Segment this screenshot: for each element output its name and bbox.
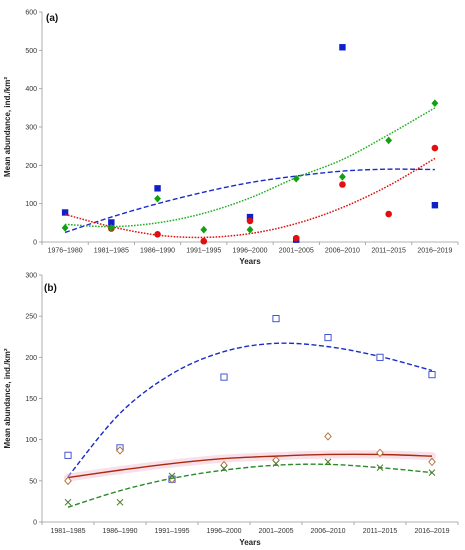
y-tick-label: 100 [25,201,37,208]
chart-panel-a: 0 100 200 300 400 500 600 1976–1980 1981–1985 198… [3,10,459,266]
data-point [431,99,439,108]
data-point [246,213,254,221]
data-point [292,174,300,183]
x-tick-label: 1976–1980 [48,248,83,255]
series-0 [61,44,439,243]
y-tick-label: 300 [25,125,37,132]
data-point [154,194,161,203]
y-tick-label: 100 [25,437,37,444]
data-point [64,476,72,486]
data-point [246,217,254,225]
data-point [220,465,228,472]
trend-line [64,157,436,239]
data-point [324,432,332,441]
data-point [428,371,436,379]
data-point [168,472,176,480]
data-point [200,237,208,245]
x-tick-label: 2006–2010 [310,528,345,535]
y-tick-label: 250 [25,314,37,321]
data-point [376,353,384,361]
trend-line [67,342,433,478]
x-tick-label: 1991–1995 [186,248,221,255]
data-point [428,457,436,467]
data-point [431,144,439,152]
y-tick-label: 500 [25,48,37,55]
x-tick-label: 2016–2019 [417,248,452,255]
series-2 [61,99,439,234]
y-tick-label: 0 [33,520,37,527]
data-point [385,136,393,145]
x-tick-label: 1986–1990 [102,528,137,535]
data-point [324,334,332,342]
data-point [220,373,228,381]
data-point [376,464,384,472]
data-point [428,469,436,476]
data-point [272,460,280,467]
data-point [292,234,300,242]
x-tick-label: 2011–2015 [371,248,406,255]
y-tick-label: 200 [25,163,37,170]
data-point [61,209,69,216]
x-tick-label: 2006–2010 [325,248,360,255]
data-point [154,185,161,192]
y-tick-label: 600 [25,10,37,17]
data-point [339,181,346,188]
data-point [64,498,72,506]
data-point [107,224,115,232]
data-point [272,315,280,323]
x-tick-label: 1981–1985 [50,528,85,535]
data-point [108,219,115,226]
data-point [339,173,346,181]
chart-panel-b: 0 50 100 150 200 250 300 1981–1985 1986–1990 1991… [3,273,459,547]
data-point [64,451,72,459]
trend-line [65,107,436,228]
x-tick-label: 2016–2019 [414,528,449,535]
x-axis-title: Years [239,538,261,547]
data-point [61,224,69,232]
y-tick-label: 0 [33,240,37,247]
x-tick-label: 1996–2000 [206,528,241,535]
data-point [385,210,392,218]
x-tick-label: 1991–1995 [154,528,189,535]
data-point [324,458,332,466]
data-point [116,498,124,506]
data-point [376,448,384,458]
x-tick-label: 1996–2000 [232,248,267,255]
series-2 [64,458,436,508]
panel-label: (b) [44,283,57,294]
data-point [339,44,346,51]
x-axis-title: Years [239,257,261,266]
panel-label: (a) [46,13,58,24]
trend-line [67,453,433,479]
y-tick-label: 150 [25,396,37,403]
y-tick-label: 400 [25,86,37,93]
data-point [200,225,208,234]
data-point [246,225,254,234]
data-point [116,446,124,455]
y-tick-label: 200 [25,355,37,362]
data-point [431,202,439,209]
x-tick-label: 1986–1990 [140,248,175,255]
x-tick-label: 1981–1985 [94,248,129,255]
y-tick-label: 50 [29,478,37,485]
y-axis-title: Mean abundance, ind./km² [3,77,12,177]
x-tick-label: 2011–2015 [363,528,398,535]
data-point [154,231,161,238]
y-axis-title: Mean abundance, ind./km² [3,348,12,448]
x-tick-label: 2001–2005 [258,528,293,535]
y-tick-label: 300 [25,273,37,280]
trend-line [64,168,435,234]
x-tick-label: 2001–2005 [279,248,314,255]
series-1 [64,432,436,486]
